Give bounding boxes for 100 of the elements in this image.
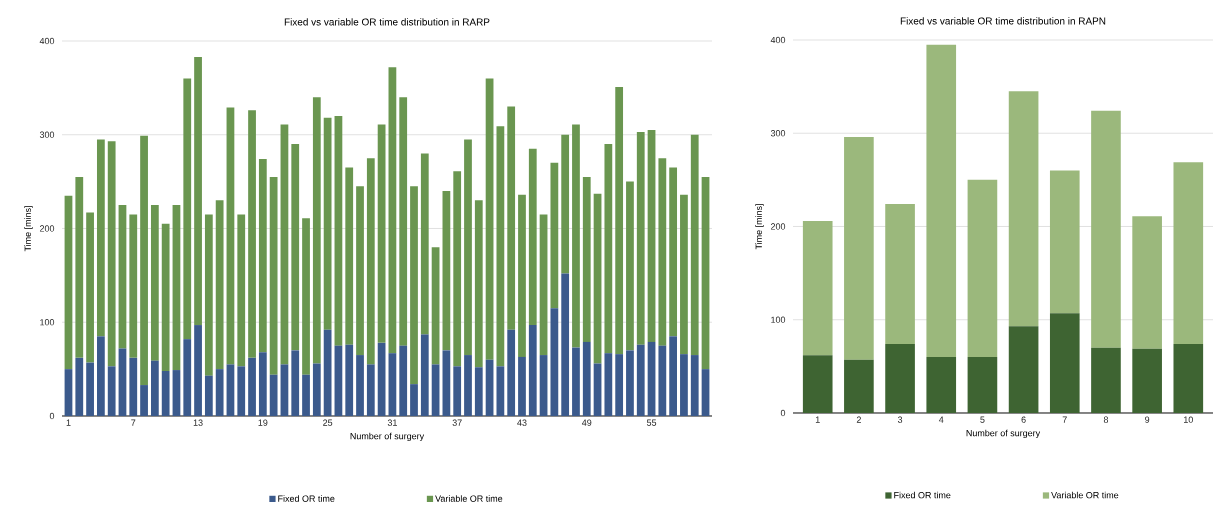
bar: [1173, 343, 1204, 413]
bar: [96, 139, 105, 337]
bar: [140, 384, 148, 416]
bar: [528, 324, 537, 416]
x-tick-label: 5: [980, 416, 985, 423]
bar: [572, 347, 580, 416]
bar: [550, 162, 559, 309]
bar: [528, 148, 537, 325]
bar: [636, 344, 645, 416]
x-tick-label: 31: [387, 419, 397, 426]
legend-label: Variable OR time: [435, 495, 503, 502]
bar: [96, 336, 105, 416]
bar: [690, 354, 699, 416]
bar: [302, 374, 310, 416]
bar: [248, 357, 256, 416]
bar: [1008, 91, 1039, 327]
bar: [1091, 110, 1121, 348]
bar: [280, 124, 289, 365]
bar: [215, 369, 224, 416]
y-tick-label: 400: [770, 36, 786, 44]
bar: [410, 186, 418, 385]
bar: [129, 214, 138, 358]
bar: [496, 126, 505, 367]
bar: [140, 135, 148, 385]
bar: [1008, 326, 1039, 413]
bar: [539, 214, 548, 355]
bar: [345, 344, 354, 416]
bar: [690, 134, 699, 355]
x-axis-title: Number of surgery: [350, 432, 425, 441]
x-tick-label: 43: [517, 419, 527, 426]
bar: [75, 176, 84, 358]
bar: [280, 364, 289, 416]
x-axis-title: Number of surgery: [966, 429, 1041, 438]
bar: [248, 110, 256, 358]
bar: [366, 158, 375, 365]
bar: [75, 357, 84, 416]
y-tick-label: 200: [39, 225, 55, 232]
bar: [302, 218, 310, 375]
bar: [399, 345, 408, 416]
bar: [291, 350, 300, 416]
bar: [356, 354, 364, 416]
y-tick-label: 0: [780, 409, 786, 417]
x-tick-label: 19: [258, 419, 268, 426]
x-tick-label: 55: [646, 419, 657, 426]
bar: [593, 193, 602, 364]
bar: [258, 159, 267, 353]
bar: [485, 78, 494, 360]
bar: [194, 56, 202, 325]
bar: [118, 348, 127, 416]
bar: [464, 354, 472, 416]
bar: [844, 136, 874, 360]
bar: [420, 153, 429, 335]
bar: [802, 355, 833, 413]
bar: [1173, 162, 1204, 344]
bar: [118, 204, 127, 349]
bar: [885, 343, 915, 413]
bar: [844, 359, 874, 413]
bar: [334, 115, 343, 346]
bar: [1049, 170, 1080, 314]
y-tick-label: 400: [39, 37, 55, 45]
bar: [388, 353, 397, 416]
bar: [647, 129, 656, 342]
bar: [410, 384, 418, 416]
x-tick-label: 13: [193, 419, 203, 426]
bar: [204, 375, 213, 416]
bar: [269, 176, 278, 375]
bar: [172, 204, 181, 370]
bar: [161, 370, 170, 416]
bar: [496, 366, 505, 416]
bar: [150, 360, 159, 416]
bar: [237, 214, 246, 367]
x-tick-label: 8: [1103, 416, 1109, 423]
bar: [680, 354, 688, 416]
bar: [701, 176, 710, 370]
bar: [615, 86, 624, 355]
bar: [967, 356, 998, 413]
bar: [626, 181, 634, 351]
bar: [701, 369, 710, 416]
bar: [107, 141, 116, 367]
y-axis-title: Time [mins]: [755, 204, 764, 250]
bar: [926, 356, 957, 413]
bar: [366, 364, 375, 416]
x-tick-label: 6: [1021, 416, 1026, 423]
bar: [334, 345, 343, 416]
bar: [1049, 313, 1080, 413]
bar: [582, 341, 591, 416]
bar: [226, 364, 235, 416]
y-tick-label: 0: [49, 412, 55, 420]
bar: [64, 369, 73, 416]
bar: [194, 324, 202, 416]
x-tick-label: 3: [897, 416, 903, 423]
bar: [453, 171, 462, 367]
bar: [107, 366, 116, 416]
y-tick-label: 100: [40, 318, 55, 326]
bar: [453, 366, 462, 416]
bar: [550, 308, 559, 416]
y-axis-title: Time [mins]: [24, 206, 33, 252]
x-tick-label: 1: [815, 416, 820, 423]
bar: [1132, 216, 1162, 349]
bar: [1132, 348, 1162, 413]
